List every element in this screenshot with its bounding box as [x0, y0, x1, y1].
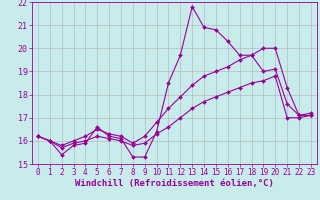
X-axis label: Windchill (Refroidissement éolien,°C): Windchill (Refroidissement éolien,°C) — [75, 179, 274, 188]
